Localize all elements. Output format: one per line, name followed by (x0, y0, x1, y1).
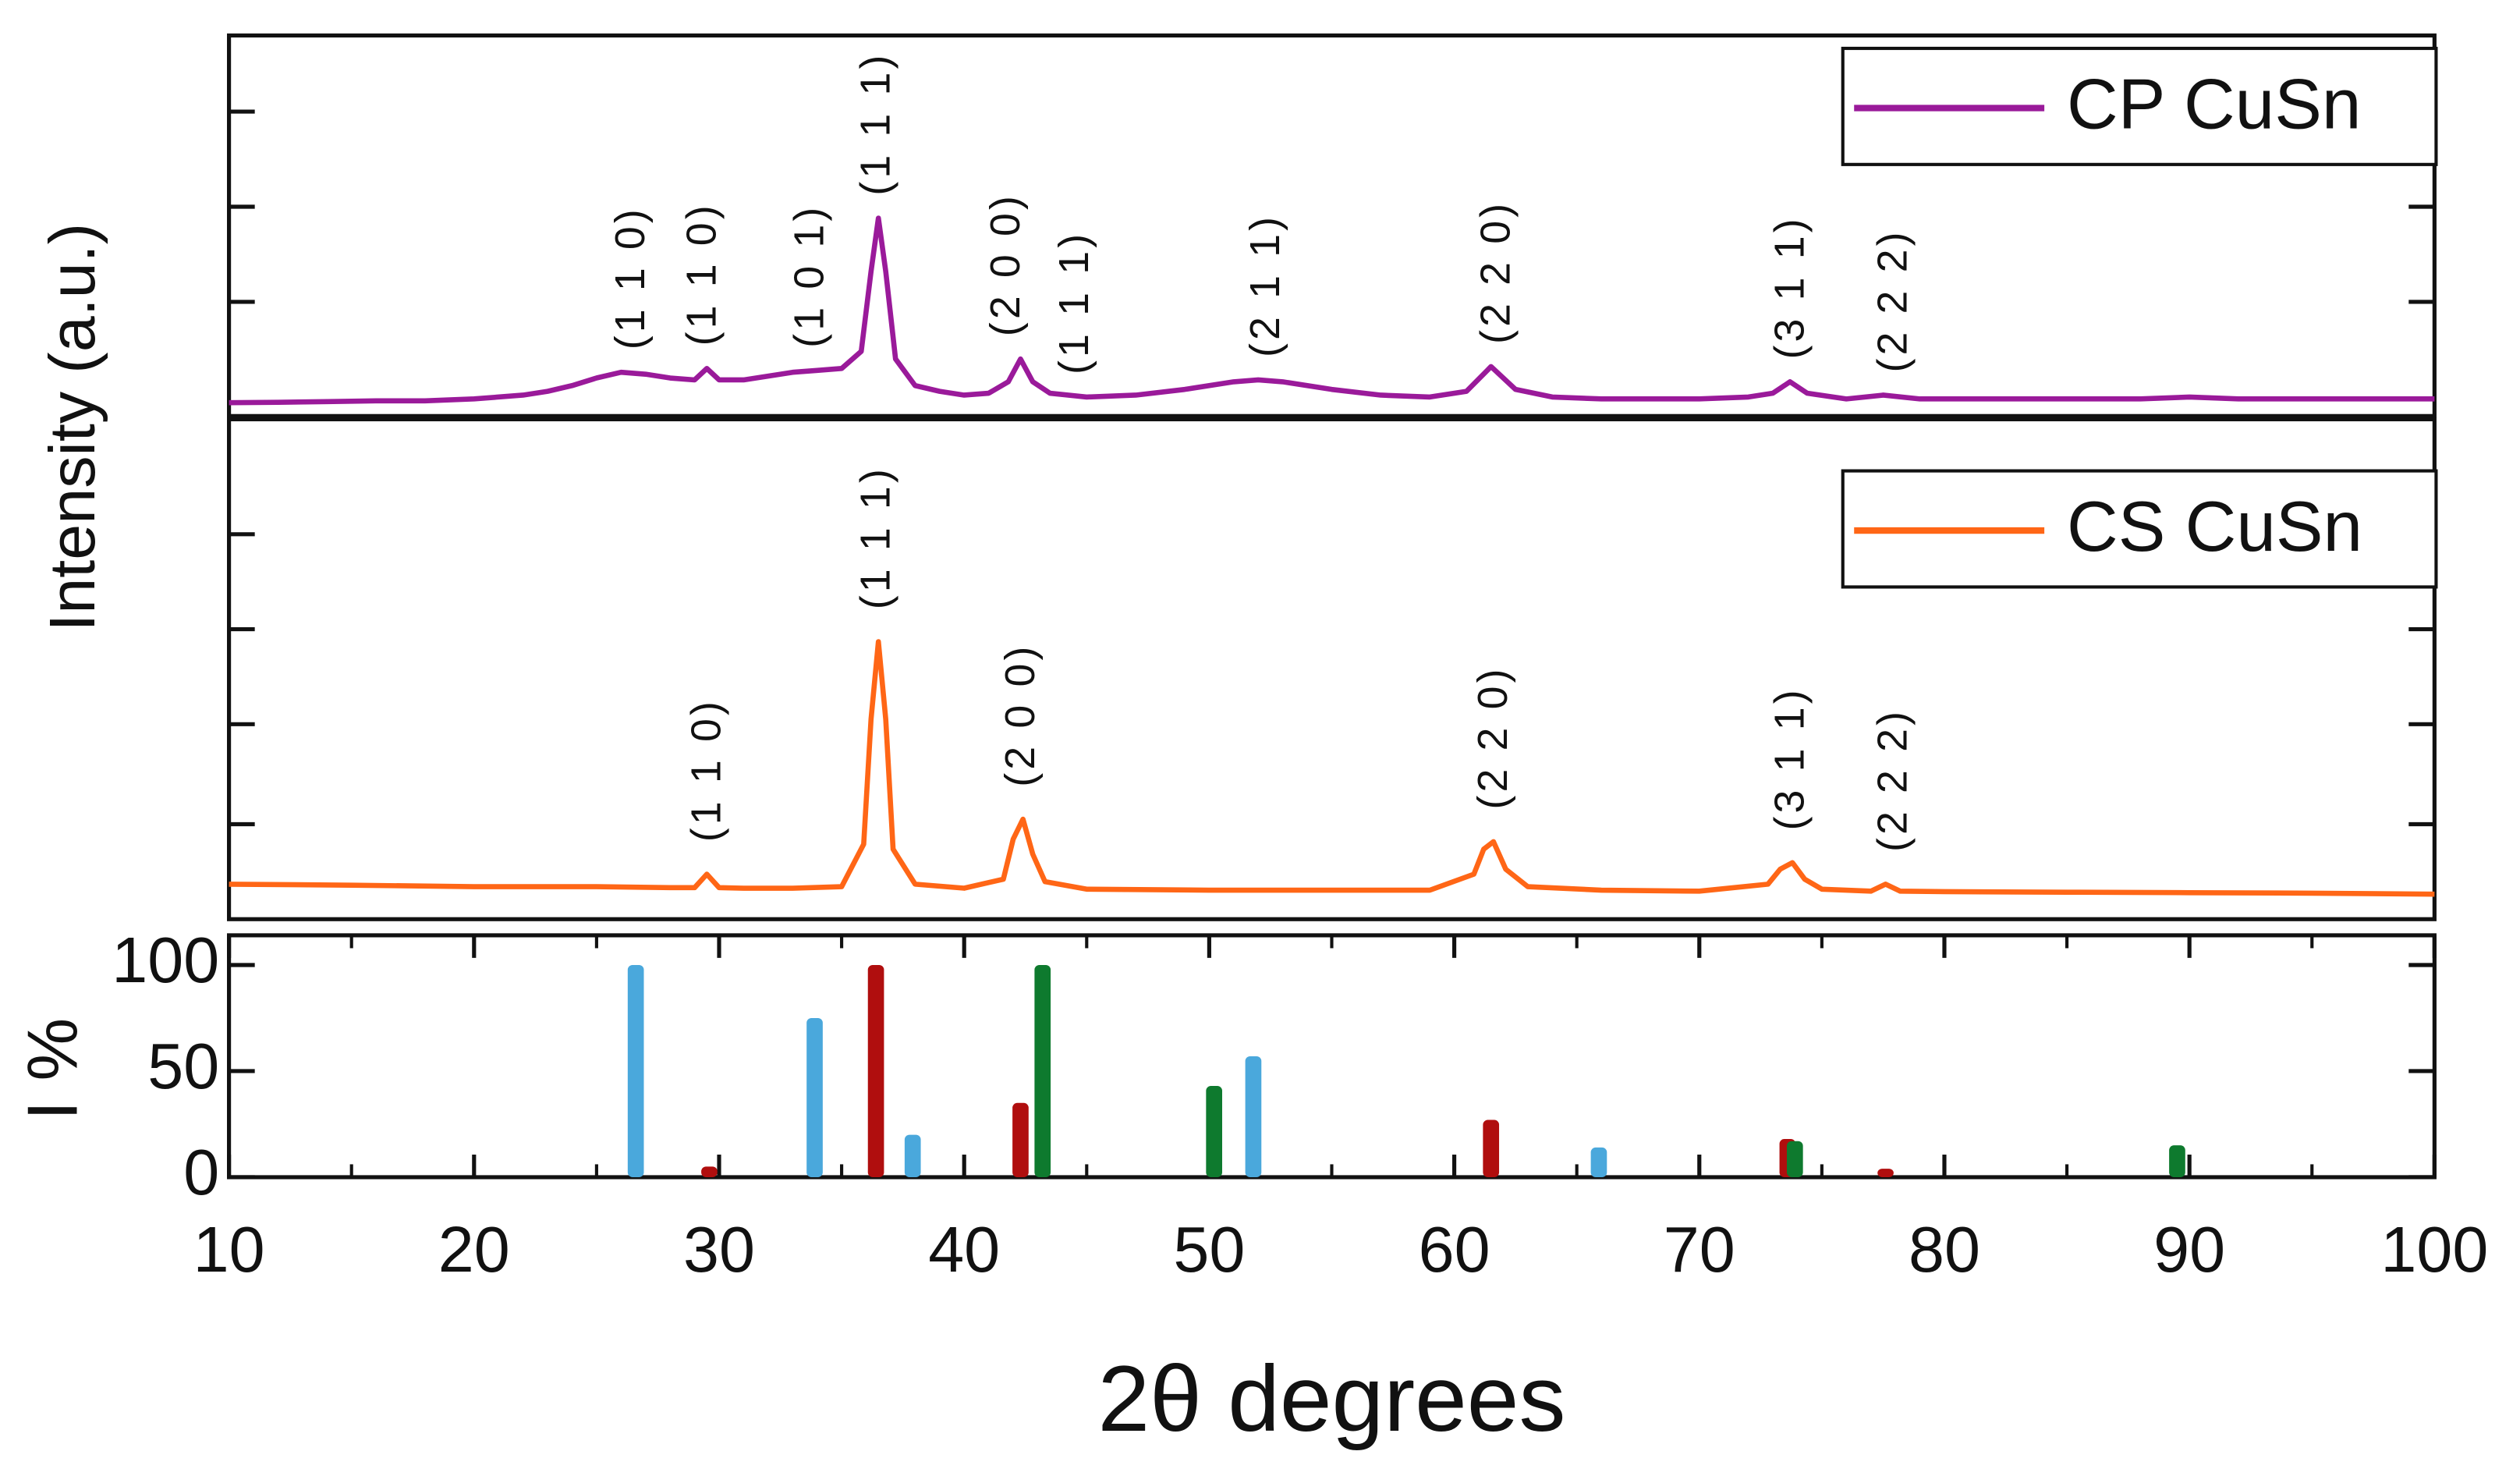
stick-bar (904, 1134, 921, 1177)
peak-label: (2 2 2) (1869, 708, 1916, 852)
x-tick-label: 20 (438, 1213, 510, 1286)
peak-label: (2 0 0) (982, 193, 1029, 336)
stick-bar (1012, 1102, 1029, 1177)
peak-label: (1 1 0) (607, 206, 654, 349)
stick-bar (1034, 964, 1051, 1177)
plot-frame (227, 417, 2437, 921)
y-tick-label: 50 (147, 1030, 219, 1102)
x-tick-label: 70 (1664, 1213, 1735, 1286)
peak-label: (3 1 1) (1766, 687, 1813, 830)
stick-bar (627, 964, 644, 1177)
data-line (229, 639, 2435, 897)
peak-label: (1 0 1) (786, 204, 833, 348)
x-tick-label: 100 (2380, 1213, 2488, 1286)
peak-label: (2 2 0) (1472, 200, 1519, 344)
y-axis-label: Intensity (a.u.) (36, 223, 108, 632)
x-tick-label: 40 (928, 1213, 1000, 1286)
stick-bar (1786, 1141, 1803, 1177)
stick-bar (2169, 1145, 2185, 1177)
x-tick-label: 30 (683, 1213, 755, 1286)
stick-bar (1206, 1086, 1223, 1177)
peak-label: (1 1 1) (1051, 231, 1097, 374)
x-tick-label: 90 (2153, 1213, 2225, 1286)
peak-label: (1 1 1) (852, 51, 898, 195)
peak-label: (2 2 2) (1869, 229, 1916, 372)
stick-bar (1245, 1056, 1262, 1177)
peak-label: (2 2 0) (1469, 665, 1516, 809)
plot-frame (227, 33, 2437, 418)
legend-label: CS CuSn (2067, 488, 2362, 566)
y-tick-label: 0 (183, 1136, 219, 1208)
stick-bar (1877, 1169, 1894, 1177)
peak-label: (1 1 0) (678, 202, 725, 346)
x-axis-label: 2θ degrees (1098, 1346, 1566, 1451)
x-tick-label: 80 (1909, 1213, 1980, 1286)
x-tick-label: 60 (1419, 1213, 1490, 1286)
stick-bar (806, 1017, 823, 1177)
stick-bar (1590, 1147, 1607, 1177)
peak-label: (3 1 1) (1766, 215, 1813, 359)
peak-label: (2 0 0) (997, 643, 1044, 786)
y-tick-label: 100 (112, 924, 219, 996)
data-line (229, 215, 2435, 406)
peak-label: (1 1 1) (852, 466, 898, 609)
x-tick-label: 10 (193, 1213, 265, 1286)
legend-label: CP CuSn (2067, 66, 2361, 144)
peak-label: (1 1 0) (683, 698, 730, 842)
stick-bar (867, 964, 884, 1177)
plot-frame (227, 933, 2437, 1180)
x-tick-label: 50 (1173, 1213, 1245, 1286)
peak-label: (2 1 1) (1242, 214, 1288, 357)
y-axis-label: I % (14, 1018, 93, 1120)
stick-bar (1483, 1119, 1500, 1177)
stick-bar (701, 1166, 718, 1177)
